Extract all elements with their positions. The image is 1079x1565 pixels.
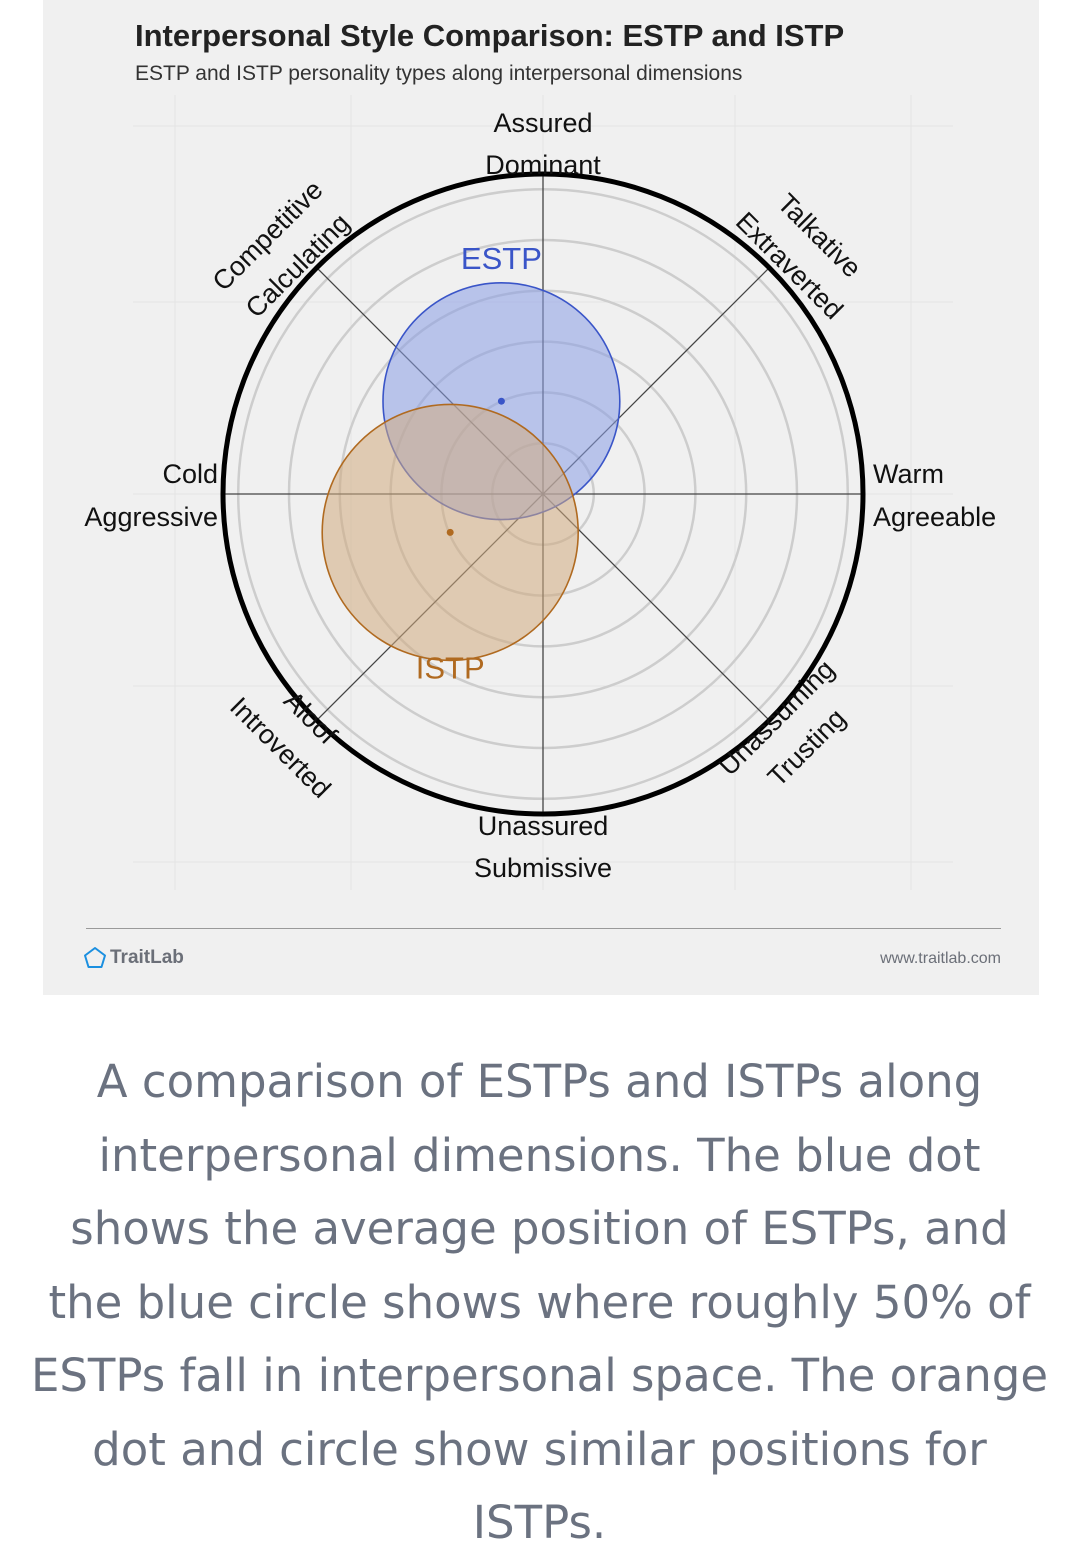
- estp-mean-dot: [497, 397, 505, 405]
- pentagon-icon: [84, 947, 106, 968]
- label-assured: Assured: [493, 108, 592, 138]
- istp-label: ISTP: [416, 650, 485, 685]
- estp-label: ESTP: [461, 241, 542, 276]
- label-aggressive: Aggressive: [84, 502, 218, 532]
- label-warm: Warm: [873, 459, 944, 489]
- label-agreeable: Agreeable: [873, 502, 996, 532]
- label-dominant: Dominant: [485, 150, 601, 180]
- label-submissive: Submissive: [474, 853, 612, 883]
- istp-mean-dot: [446, 528, 454, 536]
- label-unassured: Unassured: [478, 811, 609, 841]
- footer-divider: [86, 928, 1001, 929]
- interpersonal-circle-chart: ESTP ISTP Assured Dominant Unassured Submissi…: [84, 95, 996, 890]
- chart-title: Interpersonal Style Comparison: ESTP and…: [135, 18, 845, 53]
- chart-figure: Interpersonal Style Comparison: ESTP and…: [43, 0, 1039, 995]
- traitlab-brand[interactable]: TraitLab: [83, 946, 184, 970]
- label-cold: Cold: [162, 459, 218, 489]
- brand-name: TraitLab: [110, 947, 184, 968]
- chart-subtitle: ESTP and ISTP personality types along in…: [135, 62, 743, 85]
- source-url[interactable]: www.traitlab.com: [880, 950, 1001, 967]
- figure-caption: A comparison of ESTPs and ISTPs along in…: [30, 1055, 1049, 1549]
